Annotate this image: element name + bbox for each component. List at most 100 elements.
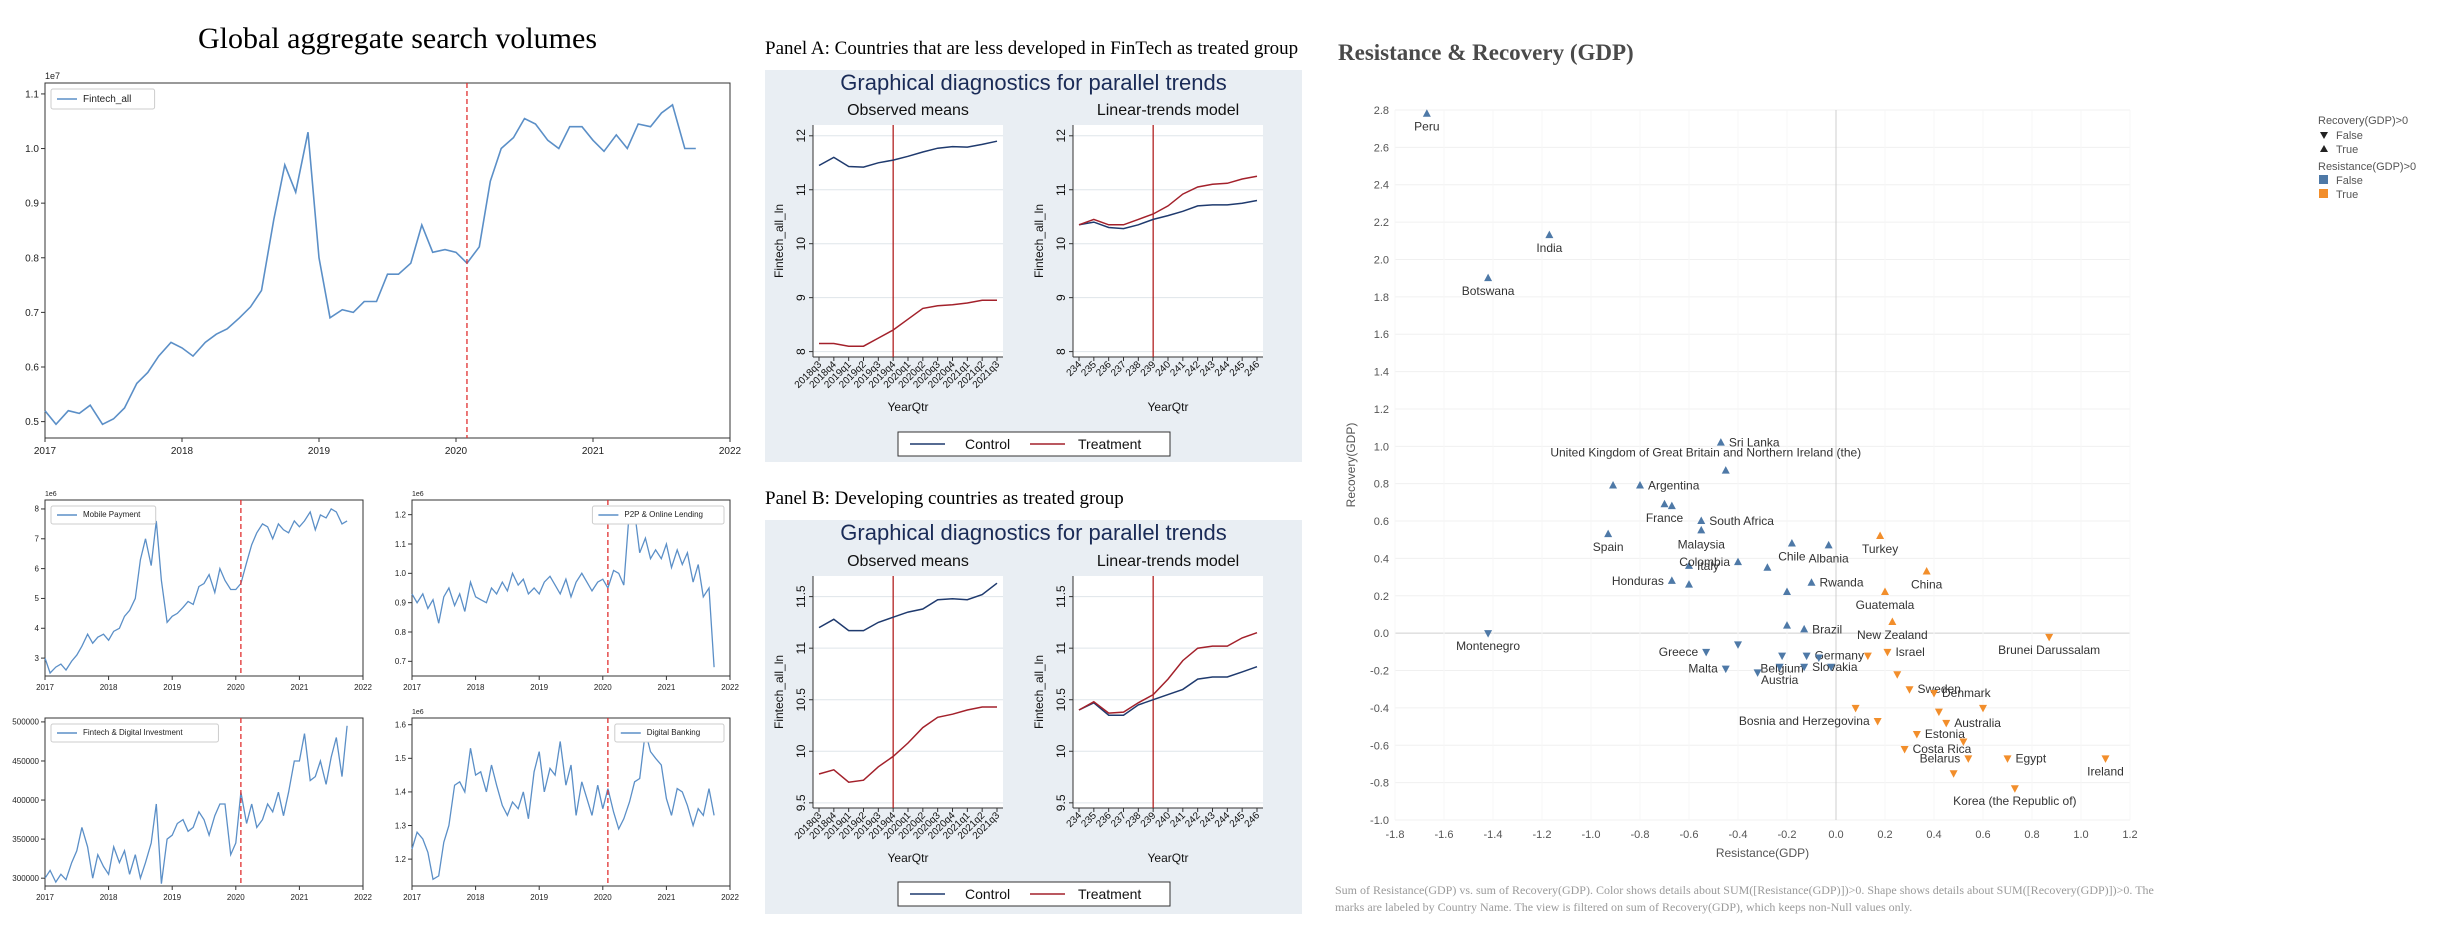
x-tick-label: 2021 (582, 446, 605, 457)
x-tick-label: -1.2 (1533, 829, 1552, 841)
panel-a-title: Panel A: Countries that are less develop… (765, 38, 1299, 59)
scatter-point (1702, 648, 1711, 657)
x-tick-label: 2020 (594, 893, 612, 902)
plot-frame (411, 717, 731, 887)
point-label: Italy (1697, 559, 1719, 573)
scatter-point (1873, 717, 1882, 726)
scatter-point (1881, 587, 1889, 596)
scatter-point (1876, 531, 1885, 539)
y-tick-label: 11.5 (794, 585, 808, 608)
y-exponent: 1e6 (412, 491, 424, 498)
scatter-point (1783, 621, 1791, 629)
y-tick-label: 5 (35, 594, 40, 603)
point-label: Slovakia (1812, 660, 1858, 674)
x-tick-label: 2022 (354, 893, 372, 902)
scatter-point (1721, 665, 1730, 674)
x-tick-label: 2017 (36, 683, 54, 692)
y-tick-label: -0.8 (1370, 778, 1389, 790)
point-label: Brunei Darussalam (1998, 643, 2100, 657)
y-tick-label: 8 (1054, 348, 1068, 355)
footnote-line-2: marks are labeled by Country Name. The v… (1335, 900, 1913, 914)
scatter-point (1912, 731, 1921, 739)
y-tick-label: 0.8 (1374, 479, 1389, 491)
y-tick-label: 400000 (12, 796, 39, 805)
x-tick-label: 2017 (403, 893, 421, 902)
x-tick-label: -0.2 (1778, 829, 1797, 841)
panel-b-linear-trends: Linear-trends model9.51010.51111.5234235… (1032, 553, 1263, 865)
digital-banking-chart: 2017 2018 2019 2020 2021 2022 1.2 1.3 1.4 1.5 1.6 1… (395, 709, 740, 902)
point-label: United Kingdom of Great Britain and Nort… (1550, 446, 1861, 460)
point-label: Estonia (1925, 727, 1965, 741)
point-label: Germany (1815, 649, 1864, 663)
scatter-point (1545, 230, 1554, 239)
x-tick-label: 2019 (163, 683, 181, 692)
x-tick-label: 2021 (658, 893, 676, 902)
point-label: Egypt (2016, 751, 2047, 765)
x-tick-label: 2017 (34, 446, 57, 457)
point-label: Honduras (1612, 574, 1664, 588)
plot-area (1073, 576, 1263, 808)
scatter-point (1942, 719, 1951, 728)
point-label: Korea (the Republic of) (1953, 794, 2076, 808)
y-tick-label: 9 (794, 294, 808, 301)
scatter-point (1787, 538, 1796, 547)
x-tick-label: 2017 (36, 893, 54, 902)
y-tick-label: 1.0 (1374, 441, 1389, 453)
y-tick-label: 6 (35, 564, 40, 573)
legend-label: False (2336, 175, 2363, 187)
y-tick-label: 350000 (12, 835, 39, 844)
scatter-point (1667, 501, 1676, 510)
scatter-point (1775, 663, 1784, 672)
legend-treatment-label: Treatment (1078, 886, 1141, 902)
y-axis-label: Recovery(GDP) (1344, 423, 1358, 508)
footnote-line-1: Sum of Resistance(GDP) vs. sum of Recove… (1335, 883, 2154, 897)
x-tick-label: -1.6 (1435, 829, 1454, 841)
scatter-point (1685, 580, 1693, 588)
y-tick-label: 11 (794, 183, 808, 196)
scatter-point (1783, 587, 1791, 596)
y-tick-label: 2.8 (1374, 105, 1389, 117)
x-tick-label: 1.0 (2073, 829, 2088, 841)
legend-box (50, 505, 157, 525)
x-axis-label: Resistance(GDP) (1716, 846, 1809, 860)
scatter-point (1484, 273, 1493, 282)
y-tick-label: 2.4 (1374, 180, 1389, 192)
panel-a-linear-trends: Linear-trends model891011122342352362372… (1032, 102, 1263, 414)
y-tick-label: -0.4 (1370, 703, 1389, 715)
series-control (1078, 199, 1258, 230)
y-tick-label: 9.5 (794, 794, 808, 811)
scatter-point (2045, 633, 2054, 642)
point-label: China (1911, 578, 1943, 592)
x-tick-label: 2021 (658, 683, 676, 692)
y-axis-label: Fintech_all_ln (772, 204, 786, 278)
x-tick-label: 0.6 (1975, 829, 1990, 841)
y-tick-label: 10 (1054, 237, 1068, 251)
y-tick-label: 450000 (12, 757, 39, 766)
x-tick-label: 2022 (721, 683, 739, 692)
y-tick-label: 0.8 (395, 628, 407, 637)
x-tick-label: 0.2 (1877, 829, 1892, 841)
scatter-point (1667, 576, 1676, 584)
scatter-point (1636, 481, 1644, 489)
scatter-point (1979, 704, 1987, 713)
scatter-point (1697, 516, 1706, 525)
point-label: Argentina (1648, 479, 1700, 493)
y-tick-label: 1.4 (395, 788, 407, 797)
point-label: Israel (1895, 645, 1924, 659)
y-tick-label: 1.6 (395, 721, 407, 730)
y-tick-label: 8 (794, 348, 808, 355)
plot-area (813, 125, 1003, 357)
x-axis-label: YearQtr (888, 400, 929, 414)
point-label: India (1536, 241, 1562, 255)
legend-label: False (2336, 130, 2363, 142)
subplot-title: Linear-trends model (1097, 102, 1239, 119)
mobile-payment-chart: 2017 2018 2019 2020 2021 2022 3 4 5 6 7 8 1e6 Mobile … (35, 491, 373, 692)
legend-label: Fintech & Digital Investment (83, 728, 183, 737)
subplot-title: Observed means (847, 553, 969, 570)
y-tick-label: 12 (794, 129, 808, 143)
x-tick-label: 2018 (100, 683, 118, 692)
x-tick-label: 2018 (171, 446, 194, 457)
scatter-point (2003, 755, 2012, 763)
scatter-point (1484, 630, 1493, 638)
scatter-point (1934, 708, 1943, 717)
